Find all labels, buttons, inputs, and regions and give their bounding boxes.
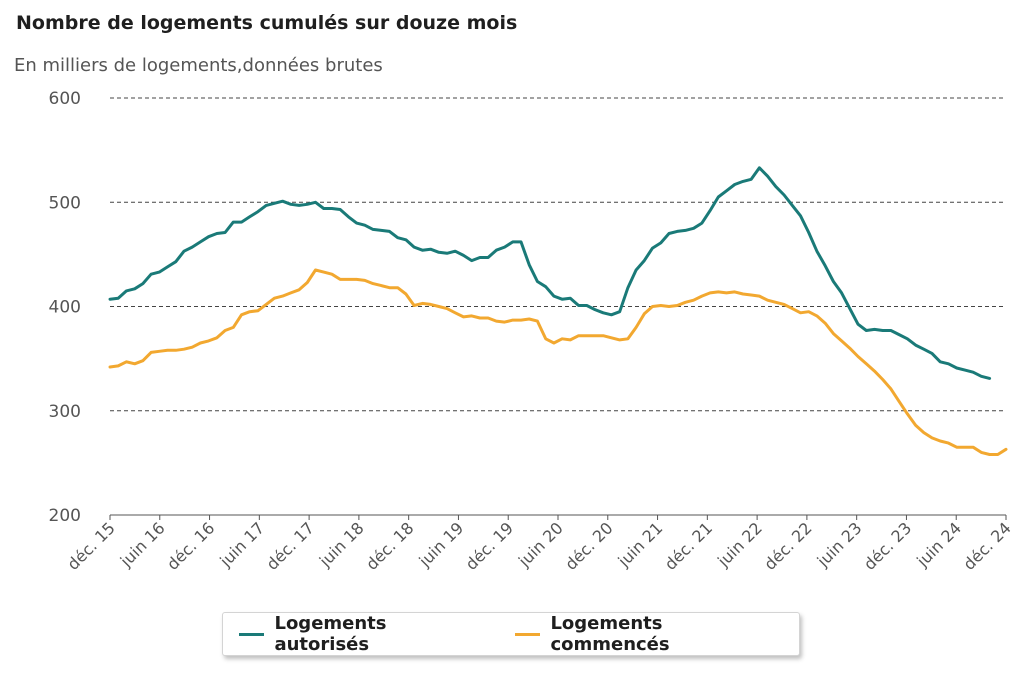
y-tick-label-300: 300 xyxy=(49,402,81,422)
x-tick-label: juin 23 xyxy=(813,518,866,571)
x-tick-label: déc. 16 xyxy=(163,518,218,573)
x-tick-label: déc. 22 xyxy=(760,518,815,573)
legend-label-autorises: Logements autorisés xyxy=(274,613,387,655)
legend-item-commences[interactable]: Logements commencés xyxy=(514,613,783,655)
x-tick-label: déc. 24 xyxy=(959,518,1014,573)
x-tick-label: déc. 19 xyxy=(462,518,517,573)
y-axis-ticks: 200 300 400 500 600 xyxy=(49,89,81,526)
y-tick-label-600: 600 xyxy=(49,89,81,109)
gridlines xyxy=(110,97,1006,516)
x-tick-label: juin 22 xyxy=(713,518,766,571)
x-tick-label: déc. 21 xyxy=(661,518,716,573)
x-tick-label: déc. 15 xyxy=(63,518,118,573)
x-tick-label: juin 19 xyxy=(415,518,468,571)
series-line-commences xyxy=(108,268,1008,456)
x-tick-label: juin 17 xyxy=(215,518,268,571)
series-lines xyxy=(108,166,1008,456)
legend: Logements autorisés Logements commencés xyxy=(222,612,800,656)
legend-swatch-autorises xyxy=(239,632,265,636)
x-tick-label: déc. 17 xyxy=(263,518,318,573)
chart-subtitle: En milliers de logements,données brutes xyxy=(14,55,383,76)
x-tick-label: juin 18 xyxy=(315,518,368,571)
y-tick-label-500: 500 xyxy=(49,193,81,213)
x-tick-label: juin 21 xyxy=(614,518,667,571)
y-tick-label-200: 200 xyxy=(49,506,81,526)
x-tick-label: juin 20 xyxy=(514,518,567,571)
x-tick-label: déc. 23 xyxy=(860,518,915,573)
x-tick-label: juin 24 xyxy=(912,518,965,571)
y-tick-label-400: 400 xyxy=(49,298,81,318)
legend-swatch-commences xyxy=(514,632,541,636)
legend-label-commences: Logements commencés xyxy=(550,613,670,655)
series-line-autorises xyxy=(108,166,992,380)
x-tick-label: juin 16 xyxy=(116,518,169,571)
legend-item-autorises[interactable]: Logements autorisés xyxy=(239,613,483,655)
x-tick-label: déc. 20 xyxy=(561,518,616,573)
x-tick-label: déc. 18 xyxy=(362,518,417,573)
chart-title: Nombre de logements cumulés sur douze mo… xyxy=(16,12,518,34)
